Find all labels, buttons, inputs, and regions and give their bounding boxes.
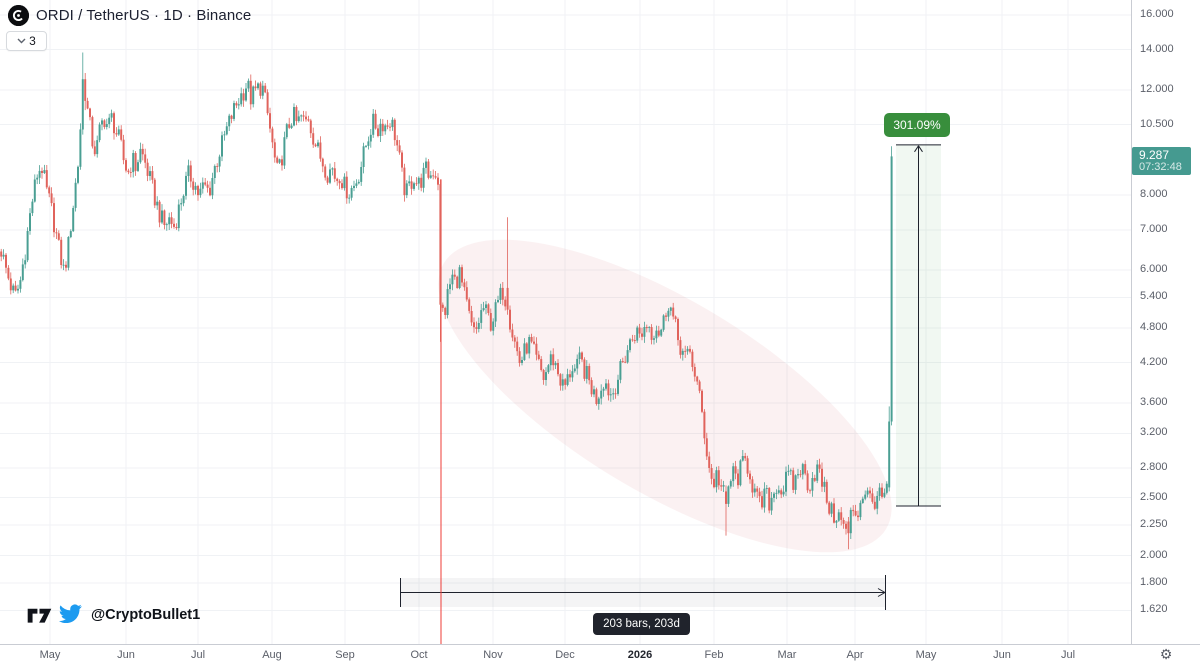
- price-range-percent-badge: 301.09%: [884, 113, 950, 137]
- time-tick-label: Feb: [704, 649, 724, 661]
- price-tick-label: 1.800: [1140, 576, 1168, 588]
- price-tick-label: 3.200: [1140, 426, 1168, 438]
- time-tick-label: Jul: [1060, 649, 1076, 661]
- time-tick-label: Jul: [190, 649, 206, 661]
- price-tick-label: 6.000: [1140, 263, 1168, 275]
- time-tick-label: Dec: [555, 649, 575, 661]
- price-tick-label: 4.800: [1140, 321, 1168, 333]
- price-tick-label: 2.250: [1140, 518, 1168, 530]
- price-axis[interactable]: 16.000 14.000 12.000 10.500 8.000 7.000 6.000 5…: [1131, 0, 1200, 644]
- bar-countdown: 07:32:48: [1139, 160, 1182, 173]
- trend-ellipse-drawing[interactable]: [394, 181, 935, 611]
- price-tick-label: 16.000: [1140, 8, 1174, 20]
- time-tick-label: Apr: [846, 649, 864, 661]
- time-axis[interactable]: May Jun Jul Aug Sep Oct Nov Dec 2026 Feb Mar Apr May…: [0, 644, 1200, 665]
- time-tick-label: May: [915, 649, 937, 661]
- price-tick-label: 7.000: [1140, 223, 1168, 235]
- price-tick-label: 2.800: [1140, 461, 1168, 473]
- time-tick-label: May: [39, 649, 61, 661]
- chart-legend: ORDI / TetherUS · 1D · Binance: [8, 5, 251, 26]
- time-tick-label: Sep: [335, 649, 355, 661]
- price-tick-label: 1.620: [1140, 603, 1168, 615]
- time-tick-label: 2026: [627, 649, 653, 661]
- last-price: 9.287: [1139, 147, 1170, 162]
- last-price-badge: 9.287 07:32:48: [1132, 147, 1191, 175]
- price-tick-label: 10.500: [1140, 118, 1174, 130]
- twitter-bird-icon: [58, 604, 82, 624]
- bars-label: 203 bars, 203d: [603, 618, 680, 630]
- gear-icon[interactable]: ⚙: [1159, 646, 1173, 662]
- time-tick-label: Jun: [993, 649, 1011, 661]
- price-tick-label: 3.600: [1140, 396, 1168, 408]
- attribution: @CryptoBullet1: [27, 604, 200, 625]
- time-tick-label: Mar: [777, 649, 797, 661]
- time-tick-label: Nov: [483, 649, 503, 661]
- price-range-drawing: [896, 144, 941, 507]
- price-tick-label: 5.400: [1140, 290, 1168, 302]
- price-tick-label: 12.000: [1140, 83, 1174, 95]
- chevron-down-icon: [17, 38, 26, 44]
- percent-label: 301.09%: [893, 118, 941, 132]
- date-range-bars-badge: 203 bars, 203d: [593, 613, 690, 635]
- ordi-logo-icon: [8, 5, 29, 26]
- price-tick-label: 2.000: [1140, 549, 1168, 561]
- time-tick-label: Jun: [117, 649, 135, 661]
- twitter-handle: @CryptoBullet1: [91, 606, 201, 623]
- time-tick-label: Oct: [410, 649, 428, 661]
- price-tick-label: 14.000: [1140, 43, 1174, 55]
- symbol-title[interactable]: ORDI / TetherUS · 1D · Binance: [36, 7, 252, 24]
- price-tick-label: 4.200: [1140, 356, 1168, 368]
- price-tick-label: 2.500: [1140, 491, 1168, 503]
- tradingview-logo-icon: [27, 608, 52, 623]
- price-tick-label: 8.000: [1140, 188, 1168, 200]
- date-range-drawing: [400, 575, 886, 610]
- indicators-count-chip[interactable]: 3: [6, 31, 47, 51]
- time-tick-label: Aug: [262, 649, 282, 661]
- indicators-count: 3: [29, 34, 36, 48]
- candles-layer: [0, 52, 893, 550]
